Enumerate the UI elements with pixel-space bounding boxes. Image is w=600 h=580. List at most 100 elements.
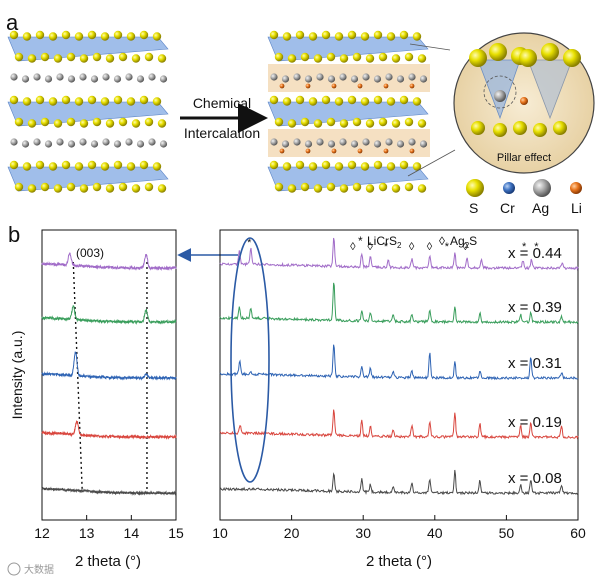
sulfur-atom (404, 52, 414, 62)
sulfur-atom (339, 184, 349, 193)
sulfur-atom (365, 119, 375, 128)
sulfur-atom (412, 97, 422, 106)
silver-atom (293, 73, 301, 81)
sulfur-atom (282, 97, 292, 106)
sulfur-atom (66, 117, 76, 127)
xrd-series-039 (219, 282, 579, 325)
sulfur-atom (295, 160, 305, 170)
sulfur-atom (334, 32, 344, 41)
sulfur-atom (157, 184, 167, 193)
x-tick-label: 50 (499, 525, 515, 541)
phase-marker: * (445, 241, 450, 253)
xrd-series-031 (219, 344, 579, 381)
sulfur-atom (287, 184, 297, 193)
sulfur-atom (313, 54, 323, 63)
sulfur-atom (105, 54, 115, 63)
sulfur-atom (74, 97, 84, 106)
sulfur-atom (53, 184, 63, 193)
sulfur-atom (144, 52, 154, 62)
silver-atom (385, 73, 393, 81)
xrd-series-019 (41, 419, 177, 440)
sulfur-atom (131, 54, 141, 63)
silver-atom (350, 140, 359, 148)
sulfur-atom (269, 160, 279, 170)
silver-atom (113, 140, 122, 148)
silver-atom (419, 75, 428, 83)
silver-atom-icon (533, 179, 551, 197)
silver-atom (90, 140, 99, 148)
silver-atom (396, 75, 405, 83)
sulfur-atom (118, 52, 128, 62)
low-angle-highlight-ellipse (230, 237, 270, 483)
phase-marker: ◊ (350, 241, 356, 253)
xrd-zoom-chart: 12 13 14 15 (003) Intensity (a.u.) 2 theta … (9, 229, 184, 570)
sulfur-atom (326, 117, 336, 127)
silver-atom (102, 73, 110, 81)
silver-atom (10, 138, 18, 146)
sulfur-atom (9, 95, 19, 105)
sulfur-atom (152, 32, 162, 41)
sulfur-atom (105, 184, 115, 193)
xrd-full-plot-frame (219, 229, 579, 521)
phase-marker: * (534, 241, 539, 253)
legend-text-licrs2-main: LiCrS (367, 234, 397, 248)
silver-atom (304, 75, 313, 83)
inset-sulfur-atom (469, 49, 487, 67)
sulfur-atom (347, 160, 357, 170)
silver-atom (304, 140, 313, 148)
sulfur-atom (417, 54, 427, 63)
silver-atom (10, 73, 18, 81)
sulfur-atom (53, 54, 63, 63)
silver-atom (270, 73, 278, 81)
sulfur-atom (321, 160, 331, 170)
legend-text-ag2s-sub: 2 (465, 241, 470, 250)
sulfur-atom (9, 160, 19, 170)
sulfur-atom (386, 32, 396, 41)
xrd-zoom-series (41, 252, 177, 496)
x-tick-label: 14 (124, 525, 140, 541)
legend-item-ag: Ag (532, 179, 551, 216)
sulfur-atom (35, 95, 45, 105)
sulfur-atom (417, 184, 427, 193)
phase-marker: * (522, 241, 527, 253)
silver-atom (293, 138, 301, 146)
sulfur-atom (74, 162, 84, 171)
peak-guide-lines (72, 261, 148, 493)
x-tick-label: 10 (212, 525, 228, 541)
sulfur-atom (365, 184, 375, 193)
silver-atom (419, 140, 428, 148)
sulfur-atom (352, 182, 362, 192)
sulfur-atom (27, 184, 37, 193)
sulfur-atom (152, 162, 162, 171)
legend-text-ag2s: Ag2S (450, 234, 477, 250)
silver-atom (339, 138, 347, 146)
expanded-interlayer (268, 64, 430, 92)
sulfur-atom (92, 117, 102, 127)
silver-atom (113, 75, 122, 83)
series-label: x = 0.44 (508, 245, 562, 262)
sulfur-atom (300, 52, 310, 62)
sulfur-atom (61, 95, 71, 105)
silver-atom (79, 138, 87, 146)
sulfur-atom (326, 182, 336, 192)
silver-atom (102, 138, 110, 146)
legend-text-ag2s-main: Ag (450, 234, 465, 248)
xrd-full-x-axis: 10 20 30 40 50 60 (212, 515, 586, 541)
series-label: x = 0.31 (508, 355, 562, 372)
sulfur-atom (144, 117, 154, 127)
sulfur-atom (274, 52, 284, 62)
sulfur-atom (152, 97, 162, 106)
legend-marker-ag2s: ◊ (439, 234, 445, 248)
sulfur-atom (412, 162, 422, 171)
silver-atom (281, 140, 290, 148)
inset-sulfur-atom (533, 123, 547, 137)
sulfur-atom (295, 95, 305, 105)
sulfur-atom (113, 30, 123, 40)
sulfur-atom (22, 32, 32, 41)
inset-lithium-atom (520, 97, 528, 105)
sulfur-atom (391, 119, 401, 128)
xrd-series-031 (41, 351, 177, 381)
inset-sulfur-atom (489, 43, 507, 61)
silver-atom (373, 140, 382, 148)
sulfur-atom (282, 32, 292, 41)
